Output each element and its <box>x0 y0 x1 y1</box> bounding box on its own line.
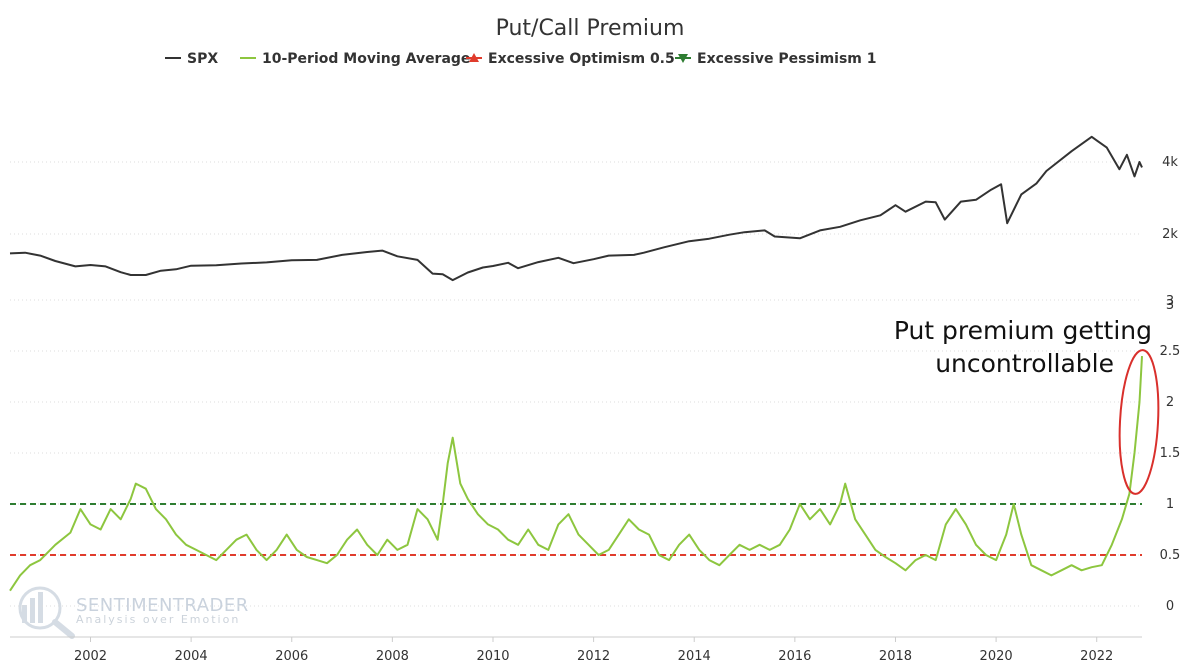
y-tick-label: 2.5 <box>1160 344 1181 359</box>
watermark: SENTIMENTRADER Analysis over Emotion <box>18 586 248 639</box>
legend-label: SPX <box>187 51 218 67</box>
y-tick-label: 3 <box>1166 294 1174 309</box>
legend-label: Excessive Pessimism 1 <box>697 51 877 67</box>
x-tick-label: 2022 <box>1080 649 1113 664</box>
x-tick-label: 2010 <box>476 649 509 664</box>
x-tick-label: 2012 <box>577 649 610 664</box>
y-tick-label: 2k <box>1162 227 1178 242</box>
chart-legend: SPX 10-Period Moving Average Excessive Opt… <box>165 51 877 67</box>
x-tick-label: 2004 <box>175 649 208 664</box>
x-tick-label: 2020 <box>980 649 1013 664</box>
series-lines <box>9 135 1143 592</box>
y-tick-label: 2 <box>1166 395 1174 410</box>
triangle-down-icon <box>678 54 688 63</box>
x-tick-label: 2002 <box>74 649 107 664</box>
threshold-lines <box>10 503 1142 556</box>
x-tick-label: 2016 <box>778 649 811 664</box>
y-tick-label: 0.5 <box>1160 548 1181 563</box>
x-tick-label: 2006 <box>275 649 308 664</box>
legend-item-3[interactable]: Excessive Pessimism 1 <box>675 51 877 67</box>
watermark-subtitle: Analysis over Emotion <box>76 613 240 626</box>
legend-item-1[interactable]: 10-Period Moving Average <box>240 51 470 67</box>
y-tick-label: 1.5 <box>1160 446 1181 461</box>
bottom-panel-grid <box>10 299 1142 607</box>
chart-title: Put/Call Premium <box>496 16 685 41</box>
annotation-highlight-ellipse <box>1118 349 1160 495</box>
x-tick-label: 2014 <box>678 649 711 664</box>
bottom-panel-y-axis: 0 0.5 1 1.5 2 2.5 3 <box>1160 298 1181 614</box>
y-tick-label: 1 <box>1166 497 1174 512</box>
y-tick-label: 3 <box>1166 298 1174 313</box>
moving-average-series-line <box>9 356 1143 592</box>
x-tick-label: 2018 <box>879 649 912 664</box>
top-panel-y-axis: 2k 4k 3 <box>1162 155 1178 309</box>
magnifier-logo-icon <box>18 586 75 639</box>
annotation: Put premium getting uncontrollable <box>894 316 1160 495</box>
legend-item-0[interactable]: SPX <box>165 51 218 67</box>
annotation-line-1: Put premium getting <box>894 316 1152 345</box>
legend-label: Excessive Optimism 0.5 <box>488 51 675 67</box>
spx-series-line <box>9 135 1143 282</box>
x-tick-label: 2008 <box>376 649 409 664</box>
legend-label: 10-Period Moving Average <box>262 51 470 67</box>
annotation-line-2: uncontrollable <box>935 349 1114 378</box>
y-tick-label: 0 <box>1166 599 1174 614</box>
y-tick-label: 4k <box>1162 155 1178 170</box>
top-panel-grid <box>10 161 1142 235</box>
legend-item-2[interactable]: Excessive Optimism 0.5 <box>466 51 675 67</box>
x-axis: 2002 2004 2006 2008 2010 2012 2014 2016 2018 2020… <box>74 637 1113 664</box>
triangle-up-icon <box>469 53 479 62</box>
